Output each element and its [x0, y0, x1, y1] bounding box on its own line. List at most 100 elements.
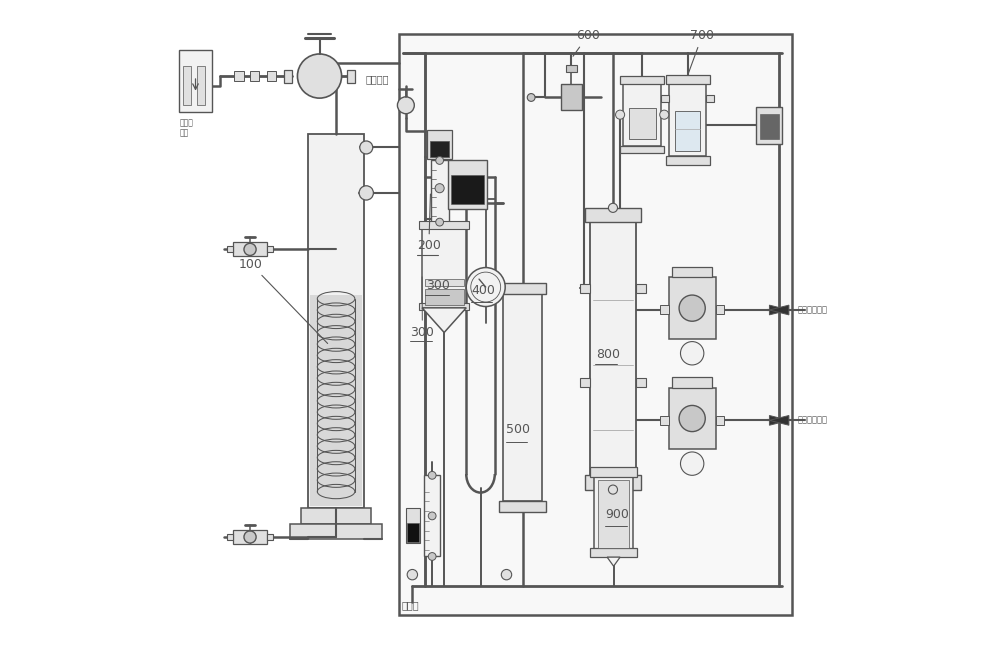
Bar	[250, 530, 267, 544]
Bar	[585, 475, 641, 490]
Circle shape	[679, 406, 705, 432]
Bar	[301, 508, 371, 524]
Bar	[629, 108, 656, 139]
Bar	[183, 67, 191, 105]
Bar	[347, 70, 355, 83]
Bar	[566, 65, 577, 72]
Bar	[756, 106, 782, 144]
Bar	[669, 85, 706, 156]
Bar	[425, 279, 464, 286]
Bar	[585, 208, 641, 222]
Text: 800: 800	[596, 348, 620, 361]
Polygon shape	[422, 308, 466, 333]
Circle shape	[244, 531, 256, 543]
Bar	[660, 415, 669, 424]
Bar	[594, 477, 633, 552]
Circle shape	[359, 186, 373, 200]
Bar	[590, 548, 637, 557]
Text: 200: 200	[417, 194, 441, 252]
Bar	[419, 303, 469, 310]
Bar	[250, 71, 259, 82]
Circle shape	[428, 553, 436, 560]
Bar	[716, 415, 724, 424]
Bar	[250, 243, 267, 256]
Circle shape	[436, 156, 444, 164]
Bar	[267, 71, 276, 82]
Circle shape	[679, 295, 705, 321]
Circle shape	[360, 141, 373, 154]
Polygon shape	[607, 557, 620, 566]
Bar	[399, 34, 792, 615]
Bar	[419, 222, 469, 230]
Bar	[590, 467, 637, 477]
Circle shape	[435, 184, 444, 193]
Text: 样气入口: 样气入口	[366, 74, 389, 85]
Bar	[197, 67, 205, 105]
Bar	[233, 243, 250, 256]
Bar	[620, 145, 664, 153]
Bar	[675, 111, 700, 151]
Bar	[234, 71, 244, 82]
Circle shape	[407, 569, 418, 580]
Circle shape	[608, 485, 618, 494]
Text: 300: 300	[410, 277, 434, 339]
Polygon shape	[769, 415, 789, 425]
Bar	[669, 277, 716, 339]
Text: 循環工
業水: 循環工 業水	[179, 118, 193, 138]
Polygon shape	[769, 305, 789, 315]
Bar	[310, 295, 362, 506]
Bar	[503, 293, 542, 501]
Bar	[636, 284, 646, 293]
Bar	[267, 246, 273, 252]
Text: 400: 400	[471, 284, 495, 297]
Circle shape	[428, 512, 436, 520]
Bar	[431, 160, 449, 222]
Text: 500: 500	[506, 423, 530, 436]
Bar	[666, 156, 710, 165]
Circle shape	[608, 203, 618, 213]
Circle shape	[428, 471, 436, 479]
Bar	[716, 305, 724, 314]
Circle shape	[660, 110, 669, 119]
Bar	[499, 283, 546, 293]
Bar	[290, 524, 382, 539]
Bar	[636, 378, 646, 387]
Bar	[598, 480, 629, 548]
Bar	[227, 534, 233, 540]
Bar	[499, 501, 546, 512]
Circle shape	[244, 243, 256, 256]
Circle shape	[680, 452, 704, 475]
Bar	[620, 76, 664, 84]
Bar	[760, 114, 779, 139]
Bar	[308, 134, 364, 508]
Bar	[425, 289, 464, 305]
Text: 压缩空气入口: 压缩空气入口	[797, 415, 827, 424]
Circle shape	[501, 569, 512, 580]
Polygon shape	[769, 415, 789, 425]
Circle shape	[466, 267, 505, 306]
Circle shape	[436, 218, 444, 226]
Text: 700: 700	[689, 29, 714, 73]
Bar	[672, 378, 712, 388]
Bar	[451, 175, 484, 204]
Bar	[407, 524, 419, 542]
Bar	[561, 85, 582, 110]
Circle shape	[680, 342, 704, 365]
Bar	[590, 222, 636, 475]
Bar	[424, 475, 440, 556]
Bar	[666, 76, 710, 85]
Bar	[284, 70, 292, 83]
Text: 压缩空气入口: 压缩空气入口	[797, 305, 827, 314]
Bar	[706, 95, 714, 102]
Bar	[672, 267, 712, 277]
Bar	[623, 84, 661, 145]
Bar	[179, 50, 212, 111]
Bar	[427, 130, 452, 159]
Text: 600: 600	[573, 29, 600, 56]
Bar	[448, 160, 487, 209]
Text: 排水口: 排水口	[401, 600, 419, 610]
Text: 300: 300	[426, 279, 450, 292]
Text: 100: 100	[239, 258, 328, 344]
Bar	[661, 95, 669, 102]
Bar	[580, 284, 590, 293]
